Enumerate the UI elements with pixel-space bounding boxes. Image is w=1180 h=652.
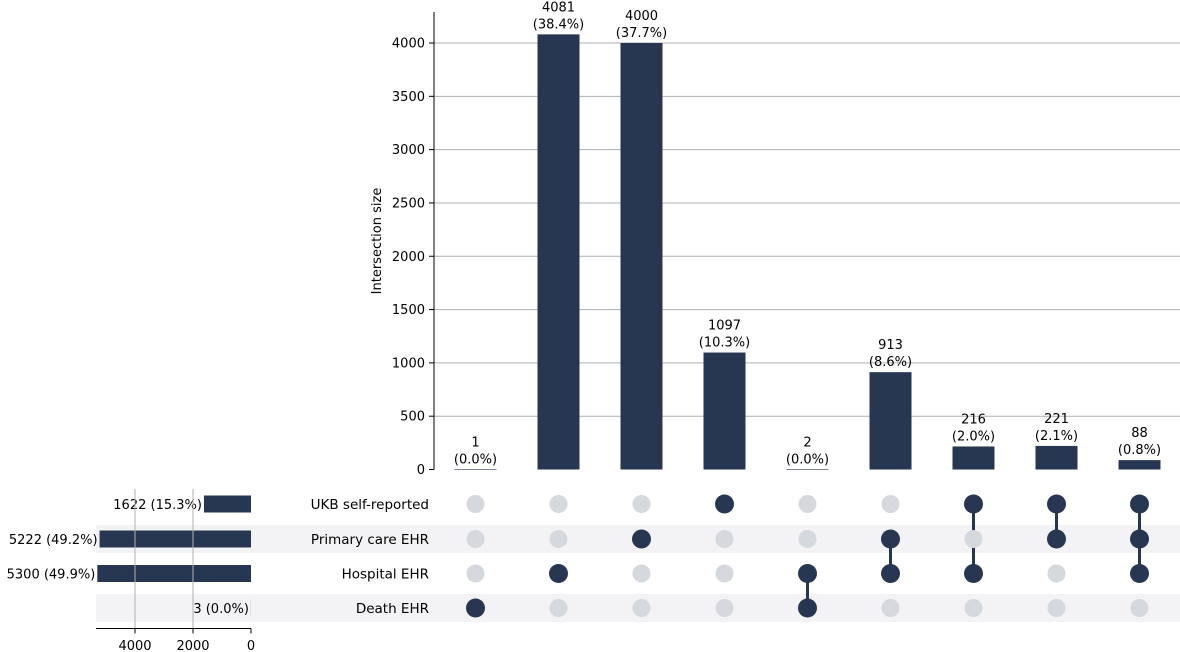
matrix-dot-inactive [466, 564, 485, 583]
set-size-label: 3 (0.0%) [193, 602, 249, 617]
matrix-dot-active [715, 494, 734, 514]
intersection-bars [454, 34, 1161, 470]
matrix-dot-active [881, 564, 900, 583]
matrix-dot-inactive [798, 530, 817, 548]
set-name: Hospital EHR [342, 567, 429, 583]
matrix-dot-inactive [715, 564, 734, 583]
set-size-bar [97, 565, 251, 582]
y-tick-label: 0 [417, 463, 425, 478]
set-name: Death EHR [356, 601, 429, 617]
intersection-count-label: 1097 [708, 319, 741, 334]
intersection-percent-label: (0.8%) [1118, 443, 1161, 458]
matrix-dot-inactive [549, 530, 568, 548]
y-tick-label: 4000 [392, 37, 425, 52]
intersection-bar [1118, 460, 1161, 470]
set-size-axis: 4000 2000 0 [96, 489, 255, 652]
intersection-bar [786, 469, 829, 470]
matrix-dot-inactive [549, 599, 568, 617]
matrix-dot-active [632, 529, 651, 549]
matrix-dot-active [1047, 529, 1066, 549]
matrix-dot-inactive [549, 495, 568, 513]
matrix-dot-inactive [632, 564, 651, 583]
intersection-count-label: 1 [471, 435, 479, 450]
intersection-count-label: 2 [803, 435, 811, 450]
matrix-dot-inactive [1047, 599, 1066, 617]
set-size-tick-label: 4000 [118, 639, 151, 652]
y-tick-label: 2500 [392, 196, 425, 211]
set-size-label: 1622 (15.3%) [113, 498, 202, 513]
intersection-percent-label: (38.4%) [533, 17, 584, 32]
intersection-percent-label: (37.7%) [616, 26, 667, 41]
matrix-dot-inactive [466, 530, 485, 548]
matrix-dot-inactive [881, 599, 900, 617]
matrix-dot-inactive [466, 495, 485, 513]
matrix-dot-active [798, 598, 817, 618]
intersection-matrix [466, 494, 1149, 618]
y-tick-label: 3000 [392, 143, 425, 158]
intersection-bar-labels: 1 (0.0%) 4081 (38.4%) 4000 (37.7%) 1097 (10.3%)… [454, 0, 1161, 467]
intersection-count-label: 221 [1044, 412, 1069, 427]
set-size-label: 5222 (49.2%) [9, 533, 98, 548]
matrix-dot-active [964, 494, 983, 514]
intersection-count-label: 88 [1131, 426, 1148, 441]
set-name: UKB self-reported [311, 497, 429, 513]
intersection-count-label: 4000 [625, 9, 658, 24]
intersection-count-label: 216 [961, 412, 986, 427]
matrix-dot-active [1130, 529, 1149, 549]
set-name: Primary care EHR [311, 532, 429, 548]
intersection-percent-label: (2.0%) [952, 429, 995, 444]
matrix-dot-active [1130, 494, 1149, 514]
matrix-dot-inactive [715, 599, 734, 617]
intersection-bar [620, 43, 663, 470]
matrix-dot-active [1047, 494, 1066, 514]
set-size-bars: 1622 (15.3%) 5222 (49.2%) 5300 (49.9%) 3 (0… [7, 495, 251, 617]
intersection-percent-label: (10.3%) [699, 336, 750, 351]
y-tick-label: 2000 [392, 250, 425, 265]
y-tick-label: 1500 [392, 303, 425, 318]
intersection-count-label: 4081 [542, 0, 575, 15]
y-axis-label: Intersection size [370, 188, 385, 295]
matrix-dot-inactive [798, 495, 817, 513]
set-names: UKB self-reported Primary care EHR Hospita… [311, 497, 429, 617]
matrix-dot-inactive [632, 495, 651, 513]
intersection-count-label: 913 [878, 338, 903, 353]
intersection-bar [1035, 445, 1078, 470]
matrix-dot-active [466, 598, 485, 618]
matrix-dot-inactive [964, 599, 983, 617]
matrix-dot-inactive [1130, 599, 1149, 617]
set-size-bar [203, 495, 251, 513]
matrix-dot-inactive [1047, 564, 1066, 583]
matrix-dot-active [964, 564, 983, 583]
set-size-tick-label: 0 [247, 639, 255, 652]
y-tick-label: 500 [400, 410, 425, 425]
y-tick-label: 1000 [392, 356, 425, 371]
intersection-percent-label: (0.0%) [454, 452, 497, 467]
set-size-label: 5300 (49.9%) [7, 568, 96, 583]
matrix-dot-active [549, 564, 568, 583]
intersection-bar [703, 352, 746, 470]
intersection-bar [952, 446, 995, 470]
intersection-percent-label: (2.1%) [1035, 429, 1078, 444]
intersection-bar [869, 372, 912, 470]
set-size-bar [99, 530, 251, 548]
y-axis: 0 500 1000 1500 2000 2500 3000 3500 4000 [392, 12, 435, 478]
set-size-tick-label: 2000 [176, 639, 209, 652]
matrix-dot-active [798, 564, 817, 583]
intersection-percent-label: (8.6%) [869, 355, 912, 370]
matrix-dot-inactive [632, 599, 651, 617]
intersection-percent-label: (0.0%) [786, 452, 829, 467]
intersection-bar [537, 34, 580, 470]
matrix-dot-inactive [715, 530, 734, 548]
matrix-dot-inactive [964, 530, 983, 548]
y-tick-label: 3500 [392, 90, 425, 105]
matrix-dot-inactive [881, 495, 900, 513]
matrix-dot-active [881, 529, 900, 549]
matrix-dot-active [1130, 564, 1149, 583]
intersection-bar [454, 469, 497, 470]
